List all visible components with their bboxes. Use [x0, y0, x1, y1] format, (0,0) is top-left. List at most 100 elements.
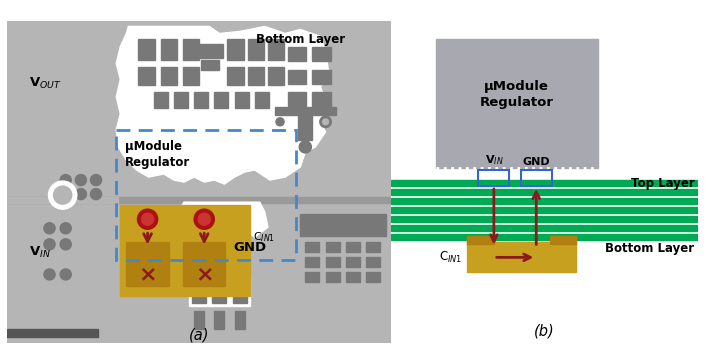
Circle shape [60, 223, 71, 234]
Bar [300, 214, 386, 236]
Circle shape [90, 175, 102, 186]
Bar [116, 130, 296, 260]
Bar [288, 46, 307, 61]
Bar [7, 197, 118, 203]
Bar [520, 170, 552, 186]
Bar [391, 234, 698, 240]
Circle shape [60, 269, 71, 280]
Bar [288, 92, 307, 106]
Circle shape [44, 269, 55, 280]
Circle shape [197, 210, 242, 255]
Bar [345, 272, 360, 282]
Bar [255, 92, 269, 108]
Bar [7, 329, 98, 337]
Text: ×: × [138, 265, 157, 285]
Circle shape [44, 223, 55, 234]
Bar [326, 257, 340, 267]
Bar [235, 311, 245, 329]
Bar [138, 67, 154, 85]
Bar [312, 70, 331, 84]
Bar [214, 311, 224, 329]
Bar [288, 70, 307, 84]
Bar [366, 272, 380, 282]
Circle shape [142, 213, 154, 225]
Circle shape [203, 216, 235, 248]
Circle shape [197, 210, 242, 255]
Circle shape [276, 118, 284, 126]
Text: Bottom Layer: Bottom Layer [256, 34, 345, 46]
Bar [478, 170, 510, 186]
Circle shape [137, 209, 158, 229]
Text: μModule
Regulator: μModule Regulator [479, 80, 553, 109]
Bar [201, 60, 219, 70]
Bar [7, 197, 391, 203]
Bar [154, 92, 168, 108]
Bar [391, 180, 698, 186]
Circle shape [60, 239, 71, 250]
Bar [138, 40, 154, 60]
Bar [247, 67, 264, 85]
Bar [345, 242, 360, 252]
Bar [209, 277, 230, 306]
Bar [391, 207, 698, 213]
Bar [391, 216, 698, 222]
Text: C$_{IN1}$: C$_{IN1}$ [253, 230, 275, 244]
Bar [194, 311, 204, 329]
Text: V$_{IN}$: V$_{IN}$ [30, 245, 51, 260]
Bar [174, 92, 188, 108]
Circle shape [44, 239, 55, 250]
Bar [391, 189, 698, 195]
Text: V$_{OUT}$: V$_{OUT}$ [30, 76, 62, 91]
Text: GND: GND [233, 241, 266, 254]
Bar [235, 92, 249, 108]
Text: (a): (a) [189, 327, 209, 342]
Polygon shape [116, 26, 329, 184]
Bar [268, 67, 284, 85]
Bar [312, 46, 331, 61]
Text: C$_{IN1}$: C$_{IN1}$ [439, 250, 462, 265]
Bar [121, 205, 250, 296]
Bar [436, 40, 598, 168]
Text: μModule
Regulator: μModule Regulator [125, 140, 190, 169]
Bar [305, 272, 319, 282]
Bar [183, 242, 226, 287]
Circle shape [75, 175, 87, 186]
Bar [268, 40, 284, 60]
Text: Top Layer: Top Layer [631, 177, 694, 190]
Bar [312, 92, 331, 106]
Bar [233, 281, 247, 303]
Bar [126, 242, 168, 287]
Bar [183, 67, 200, 85]
Bar [183, 40, 200, 60]
Bar [228, 67, 244, 85]
Bar [161, 67, 177, 85]
Bar [326, 272, 340, 282]
Circle shape [54, 186, 72, 204]
Bar [305, 242, 319, 252]
Bar [194, 92, 208, 108]
Bar [228, 40, 244, 60]
Text: ×: × [195, 265, 214, 285]
Bar [391, 225, 698, 231]
Bar [189, 277, 209, 306]
Bar [391, 198, 698, 204]
Circle shape [212, 225, 226, 239]
Bar [550, 236, 577, 244]
Bar [345, 257, 360, 267]
Bar [467, 242, 577, 272]
Text: GND: GND [522, 157, 550, 167]
Bar [214, 92, 228, 108]
Circle shape [75, 188, 87, 200]
Bar [305, 257, 319, 267]
Bar [247, 40, 264, 60]
Text: Bottom Layer: Bottom Layer [606, 242, 694, 255]
Circle shape [299, 141, 312, 153]
Circle shape [60, 188, 71, 200]
Bar [366, 257, 380, 267]
Circle shape [212, 225, 226, 239]
Bar [326, 242, 340, 252]
Circle shape [90, 188, 102, 200]
Bar [298, 115, 312, 140]
Bar [275, 107, 336, 115]
Text: (b): (b) [534, 323, 554, 338]
